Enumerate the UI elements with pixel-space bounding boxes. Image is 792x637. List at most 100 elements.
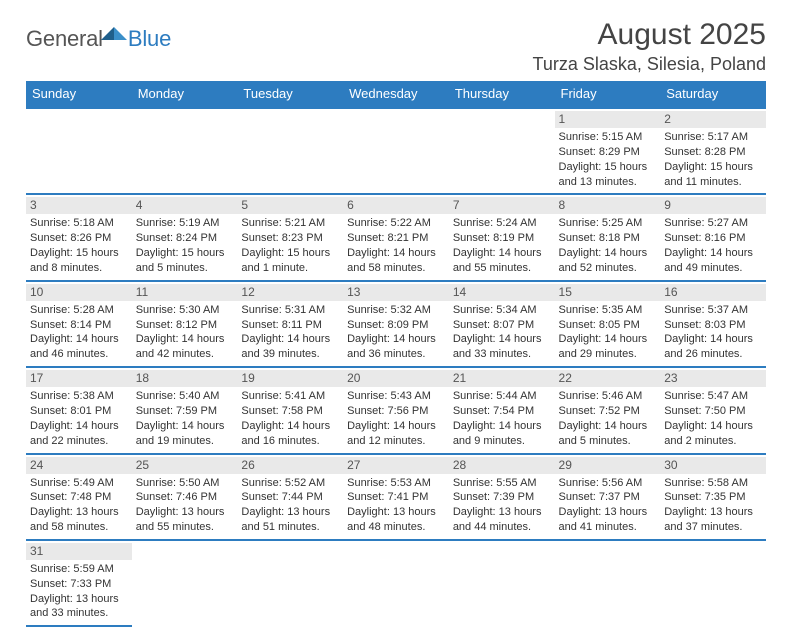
day-number: 2 (660, 111, 766, 128)
day-info: Sunrise: 5:27 AMSunset: 8:16 PMDaylight:… (664, 216, 762, 275)
dow-friday: Friday (555, 81, 661, 108)
day-info: Sunrise: 5:56 AMSunset: 7:37 PMDaylight:… (559, 476, 657, 535)
day-info: Sunrise: 5:46 AMSunset: 7:52 PMDaylight:… (559, 389, 657, 448)
calendar-cell: 2 Sunrise: 5:17 AMSunset: 8:28 PMDaylight… (660, 108, 766, 194)
calendar-cell (237, 540, 343, 626)
day-info: Sunrise: 5:49 AMSunset: 7:48 PMDaylight:… (30, 476, 128, 535)
day-info: Sunrise: 5:55 AMSunset: 7:39 PMDaylight:… (453, 476, 551, 535)
calendar-cell: 8Sunrise: 5:25 AMSunset: 8:18 PMDaylight… (555, 194, 661, 280)
calendar-cell: 22 Sunrise: 5:46 AMSunset: 7:52 PMDayligh… (555, 367, 661, 453)
calendar-cell: 12Sunrise: 5:31 AMSunset: 8:11 PMDayligh… (237, 281, 343, 367)
dow-saturday: Saturday (660, 81, 766, 108)
calendar-cell: 6 Sunrise: 5:22 AMSunset: 8:21 PMDaylight… (343, 194, 449, 280)
calendar-cell: 15 Sunrise: 5:35 AMSunset: 8:05 PMDayligh… (555, 281, 661, 367)
day-number: 25 (132, 457, 238, 474)
dow-wednesday: Wednesday (343, 81, 449, 108)
calendar-row: 3 Sunrise: 5:18 AMSunset: 8:26 PMDaylight… (26, 194, 766, 280)
day-number: 7 (449, 197, 555, 214)
day-number: 17 (26, 370, 132, 387)
calendar-cell (26, 108, 132, 194)
header: General Blue August 2025 Turza Slaska, S… (26, 18, 766, 75)
day-info: Sunrise: 5:17 AMSunset: 8:28 PMDaylight:… (664, 130, 762, 189)
logo-text-blue: Blue (128, 26, 171, 52)
logo-triangles-icon (101, 24, 127, 47)
month-title: August 2025 (533, 18, 766, 52)
calendar-cell: 11Sunrise: 5:30 AMSunset: 8:12 PMDayligh… (132, 281, 238, 367)
day-number: 15 (555, 284, 661, 301)
day-info: Sunrise: 5:28 AMSunset: 8:14 PMDaylight:… (30, 303, 128, 362)
day-info: Sunrise: 5:22 AMSunset: 8:21 PMDaylight:… (347, 216, 445, 275)
day-number: 16 (660, 284, 766, 301)
calendar-cell: 26Sunrise: 5:52 AMSunset: 7:44 PMDayligh… (237, 454, 343, 540)
day-info: Sunrise: 5:37 AMSunset: 8:03 PMDaylight:… (664, 303, 762, 362)
day-number: 13 (343, 284, 449, 301)
day-info: Sunrise: 5:21 AMSunset: 8:23 PMDaylight:… (241, 216, 339, 275)
calendar-cell (132, 108, 238, 194)
calendar-cell: 23 Sunrise: 5:47 AMSunset: 7:50 PMDayligh… (660, 367, 766, 453)
day-number: 6 (343, 197, 449, 214)
day-number: 24 (26, 457, 132, 474)
calendar-cell: 4 Sunrise: 5:19 AMSunset: 8:24 PMDaylight… (132, 194, 238, 280)
day-info: Sunrise: 5:52 AMSunset: 7:44 PMDaylight:… (241, 476, 339, 535)
calendar-cell: 1Sunrise: 5:15 AMSunset: 8:29 PMDaylight… (555, 108, 661, 194)
day-info: Sunrise: 5:19 AMSunset: 8:24 PMDaylight:… (136, 216, 234, 275)
calendar-cell: 17 Sunrise: 5:38 AMSunset: 8:01 PMDayligh… (26, 367, 132, 453)
location: Turza Slaska, Silesia, Poland (533, 54, 766, 75)
calendar-cell: 3 Sunrise: 5:18 AMSunset: 8:26 PMDaylight… (26, 194, 132, 280)
calendar-cell: 27Sunrise: 5:53 AMSunset: 7:41 PMDayligh… (343, 454, 449, 540)
day-info: Sunrise: 5:58 AMSunset: 7:35 PMDaylight:… (664, 476, 762, 535)
day-info: Sunrise: 5:24 AMSunset: 8:19 PMDaylight:… (453, 216, 551, 275)
calendar-cell (237, 108, 343, 194)
day-info: Sunrise: 5:25 AMSunset: 8:18 PMDaylight:… (559, 216, 657, 275)
calendar-row: 1Sunrise: 5:15 AMSunset: 8:29 PMDaylight… (26, 108, 766, 194)
dow-thursday: Thursday (449, 81, 555, 108)
day-info: Sunrise: 5:35 AMSunset: 8:05 PMDaylight:… (559, 303, 657, 362)
calendar-cell: 29 Sunrise: 5:56 AMSunset: 7:37 PMDayligh… (555, 454, 661, 540)
day-info: Sunrise: 5:47 AMSunset: 7:50 PMDaylight:… (664, 389, 762, 448)
day-number: 31 (26, 543, 132, 560)
calendar-cell: 30Sunrise: 5:58 AMSunset: 7:35 PMDayligh… (660, 454, 766, 540)
day-info: Sunrise: 5:59 AMSunset: 7:33 PMDaylight:… (30, 562, 128, 621)
day-number: 14 (449, 284, 555, 301)
calendar-cell: 18Sunrise: 5:40 AMSunset: 7:59 PMDayligh… (132, 367, 238, 453)
day-number: 23 (660, 370, 766, 387)
calendar-cell: 10Sunrise: 5:28 AMSunset: 8:14 PMDayligh… (26, 281, 132, 367)
day-info: Sunrise: 5:30 AMSunset: 8:12 PMDaylight:… (136, 303, 234, 362)
dow-monday: Monday (132, 81, 238, 108)
calendar-table: Sunday Monday Tuesday Wednesday Thursday… (26, 81, 766, 627)
day-info: Sunrise: 5:34 AMSunset: 8:07 PMDaylight:… (453, 303, 551, 362)
calendar-cell: 14 Sunrise: 5:34 AMSunset: 8:07 PMDayligh… (449, 281, 555, 367)
day-info: Sunrise: 5:41 AMSunset: 7:58 PMDaylight:… (241, 389, 339, 448)
day-number: 4 (132, 197, 238, 214)
calendar-cell (660, 540, 766, 626)
day-number: 18 (132, 370, 238, 387)
calendar-cell (555, 540, 661, 626)
day-number: 1 (555, 111, 661, 128)
day-info: Sunrise: 5:18 AMSunset: 8:26 PMDaylight:… (30, 216, 128, 275)
day-number: 29 (555, 457, 661, 474)
day-info: Sunrise: 5:38 AMSunset: 8:01 PMDaylight:… (30, 389, 128, 448)
calendar-cell: 19 Sunrise: 5:41 AMSunset: 7:58 PMDayligh… (237, 367, 343, 453)
calendar-cell: 20Sunrise: 5:43 AMSunset: 7:56 PMDayligh… (343, 367, 449, 453)
calendar-cell: 13 Sunrise: 5:32 AMSunset: 8:09 PMDayligh… (343, 281, 449, 367)
calendar-cell: 31 Sunrise: 5:59 AMSunset: 7:33 PMDayligh… (26, 540, 132, 626)
dow-tuesday: Tuesday (237, 81, 343, 108)
calendar-cell (449, 108, 555, 194)
calendar-row: 24 Sunrise: 5:49 AMSunset: 7:48 PMDayligh… (26, 454, 766, 540)
day-number: 3 (26, 197, 132, 214)
day-number: 19 (237, 370, 343, 387)
day-number: 12 (237, 284, 343, 301)
day-number: 22 (555, 370, 661, 387)
day-info: Sunrise: 5:53 AMSunset: 7:41 PMDaylight:… (347, 476, 445, 535)
calendar-row: 31 Sunrise: 5:59 AMSunset: 7:33 PMDayligh… (26, 540, 766, 626)
dow-row: Sunday Monday Tuesday Wednesday Thursday… (26, 81, 766, 108)
calendar-cell (343, 108, 449, 194)
calendar-cell: 7 Sunrise: 5:24 AMSunset: 8:19 PMDaylight… (449, 194, 555, 280)
day-info: Sunrise: 5:32 AMSunset: 8:09 PMDaylight:… (347, 303, 445, 362)
day-number: 5 (237, 197, 343, 214)
logo: General Blue (26, 26, 172, 52)
calendar-row: 10Sunrise: 5:28 AMSunset: 8:14 PMDayligh… (26, 281, 766, 367)
calendar-cell: 21Sunrise: 5:44 AMSunset: 7:54 PMDayligh… (449, 367, 555, 453)
calendar-cell: 5 Sunrise: 5:21 AMSunset: 8:23 PMDaylight… (237, 194, 343, 280)
calendar-cell: 9Sunrise: 5:27 AMSunset: 8:16 PMDaylight… (660, 194, 766, 280)
